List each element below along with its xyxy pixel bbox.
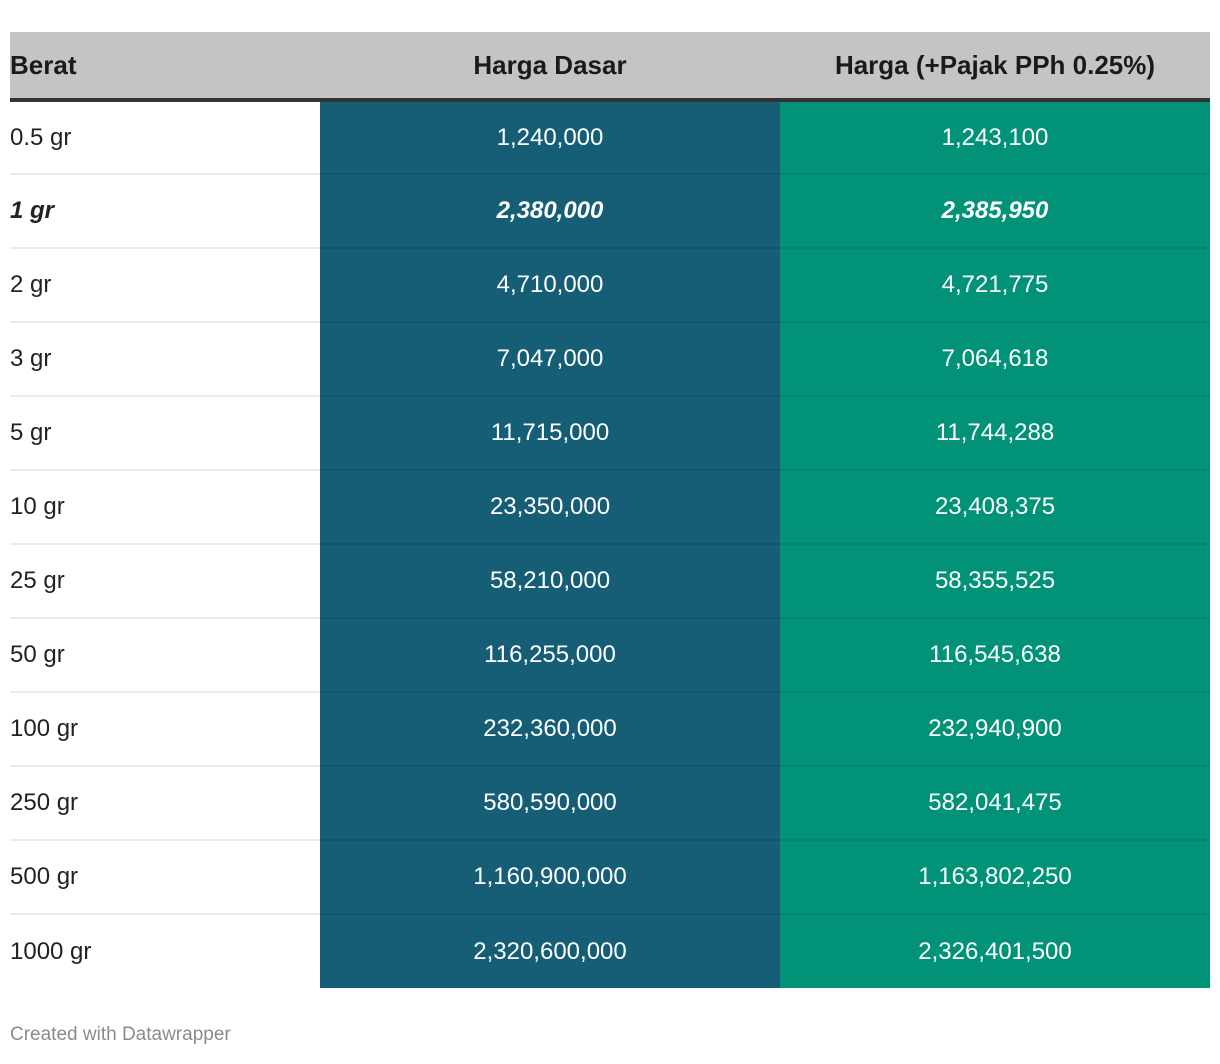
cell-berat: 50 gr (10, 617, 320, 692)
cell-harga-pajak: 582,041,475 (780, 765, 1210, 840)
cell-berat: 500 gr (10, 839, 320, 914)
table-row: 1 gr 2,380,000 2,385,950 (10, 173, 1210, 248)
cell-berat: 1000 gr (10, 913, 320, 988)
table-header: Berat Harga Dasar Harga (+Pajak PPh 0.25… (10, 32, 1210, 102)
cell-harga-pajak: 23,408,375 (780, 469, 1210, 544)
table-row: 1000 gr 2,320,600,000 2,326,401,500 (10, 913, 1210, 988)
table-container: Berat Harga Dasar Harga (+Pajak PPh 0.25… (10, 32, 1210, 988)
cell-berat: 5 gr (10, 395, 320, 470)
cell-harga-pajak: 232,940,900 (780, 691, 1210, 766)
cell-harga-dasar: 1,160,900,000 (320, 839, 780, 914)
cell-harga-pajak: 2,326,401,500 (780, 913, 1210, 988)
cell-berat: 250 gr (10, 765, 320, 840)
cell-harga-dasar: 1,240,000 (320, 100, 780, 174)
table-row: 0.5 gr 1,240,000 1,243,100 (10, 100, 1210, 174)
table-row: 5 gr 11,715,000 11,744,288 (10, 395, 1210, 470)
cell-harga-pajak: 58,355,525 (780, 543, 1210, 618)
price-table: Berat Harga Dasar Harga (+Pajak PPh 0.25… (10, 32, 1210, 988)
table-row: 500 gr 1,160,900,000 1,163,802,250 (10, 839, 1210, 914)
cell-berat: 1 gr (10, 173, 320, 248)
cell-berat: 2 gr (10, 247, 320, 322)
cell-harga-dasar: 232,360,000 (320, 691, 780, 766)
column-header-berat: Berat (10, 32, 320, 102)
header-row: Berat Harga Dasar Harga (+Pajak PPh 0.25… (10, 32, 1210, 102)
cell-harga-pajak: 1,243,100 (780, 100, 1210, 174)
cell-harga-dasar: 116,255,000 (320, 617, 780, 692)
cell-harga-dasar: 23,350,000 (320, 469, 780, 544)
cell-harga-pajak: 11,744,288 (780, 395, 1210, 470)
cell-harga-dasar: 2,380,000 (320, 173, 780, 248)
table-row: 50 gr 116,255,000 116,545,638 (10, 617, 1210, 692)
table-row: 3 gr 7,047,000 7,064,618 (10, 321, 1210, 396)
cell-harga-pajak: 2,385,950 (780, 173, 1210, 248)
cell-harga-pajak: 4,721,775 (780, 247, 1210, 322)
column-header-harga-pajak: Harga (+Pajak PPh 0.25%) (780, 32, 1210, 102)
cell-harga-dasar: 58,210,000 (320, 543, 780, 618)
cell-harga-pajak: 7,064,618 (780, 321, 1210, 396)
table-row: 100 gr 232,360,000 232,940,900 (10, 691, 1210, 766)
cell-harga-dasar: 580,590,000 (320, 765, 780, 840)
cell-harga-dasar: 11,715,000 (320, 395, 780, 470)
table-row: 25 gr 58,210,000 58,355,525 (10, 543, 1210, 618)
cell-harga-dasar: 4,710,000 (320, 247, 780, 322)
cell-berat: 0.5 gr (10, 100, 320, 174)
cell-harga-pajak: 1,163,802,250 (780, 839, 1210, 914)
datawrapper-credit-link[interactable]: Created with Datawrapper (10, 1024, 231, 1045)
table-body: 0.5 gr 1,240,000 1,243,100 1 gr 2,380,000 2,3… (10, 100, 1210, 988)
cell-berat: 3 gr (10, 321, 320, 396)
cell-harga-dasar: 2,320,600,000 (320, 913, 780, 988)
cell-berat: 10 gr (10, 469, 320, 544)
table-row: 10 gr 23,350,000 23,408,375 (10, 469, 1210, 544)
table-row: 2 gr 4,710,000 4,721,775 (10, 247, 1210, 322)
table-row: 250 gr 580,590,000 582,041,475 (10, 765, 1210, 840)
cell-berat: 25 gr (10, 543, 320, 618)
cell-berat: 100 gr (10, 691, 320, 766)
cell-harga-pajak: 116,545,638 (780, 617, 1210, 692)
cell-harga-dasar: 7,047,000 (320, 321, 780, 396)
column-header-harga-dasar: Harga Dasar (320, 32, 780, 102)
